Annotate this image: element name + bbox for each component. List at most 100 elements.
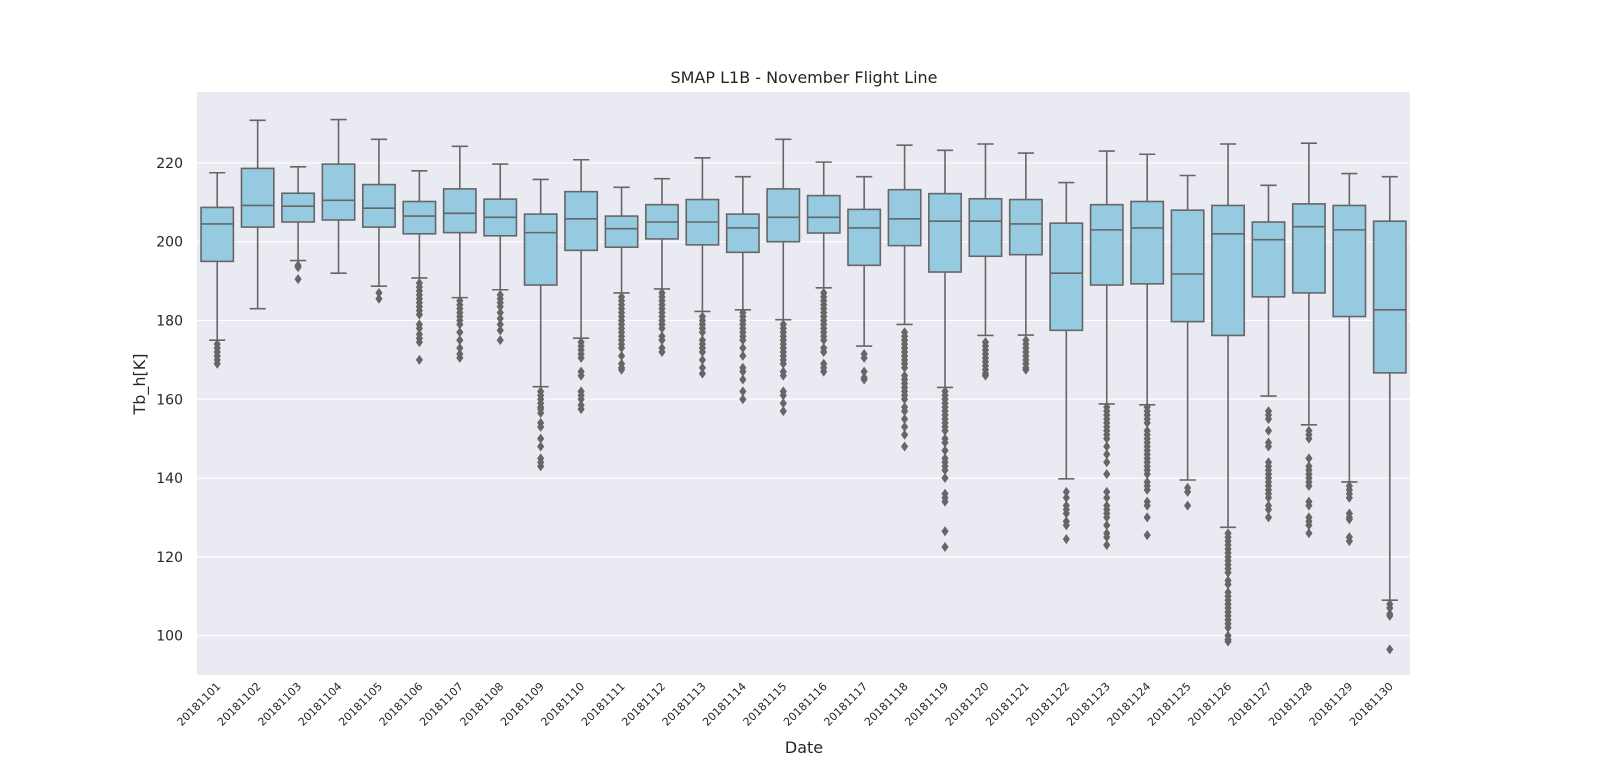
iqr-box: [200, 206, 235, 263]
iqr-box: [281, 192, 316, 223]
outlier-point: [294, 262, 302, 273]
iqr-box: [806, 194, 841, 234]
outlier-point: [456, 319, 464, 330]
outlier-point: [1264, 512, 1273, 523]
outlier-point: [496, 325, 504, 336]
outlier-point: [1305, 480, 1313, 491]
outlier-point: [698, 354, 707, 365]
y-tick-label: 200: [156, 235, 183, 251]
outlier-point: [415, 354, 423, 365]
outlier-point: [900, 429, 909, 440]
iqr-box: [604, 215, 639, 249]
outlier-point: [941, 526, 949, 537]
outlier-point: [941, 465, 949, 476]
outlier-point: [1103, 449, 1111, 460]
outlier-point: [1062, 508, 1070, 519]
box-20181125: [1170, 174, 1205, 511]
outlier-point: [658, 323, 666, 334]
box-20181103: [281, 166, 316, 285]
outlier-point: [496, 307, 504, 318]
box-20181126: [1211, 143, 1246, 647]
box-20181114: [725, 175, 760, 405]
iqr-box: [1170, 209, 1205, 323]
y-axis-label: Tb_h[K]: [130, 353, 150, 415]
iqr-box: [1049, 222, 1084, 332]
outlier-point: [820, 366, 828, 377]
outlier-point: [779, 390, 787, 401]
outlier-point: [496, 319, 504, 330]
iqr-box: [564, 190, 599, 252]
box-20181110: [564, 158, 599, 415]
box-20181101: [200, 171, 235, 369]
box-20181108: [483, 163, 518, 346]
outlier-point: [1143, 484, 1151, 495]
outlier-point: [1103, 486, 1111, 497]
x-tick-label: 20181130: [1347, 680, 1396, 729]
outlier-point: [1305, 453, 1313, 464]
y-tick-label: 180: [156, 313, 183, 329]
outlier-point: [860, 352, 868, 363]
box-20181112: [645, 177, 679, 357]
outlier-point: [1305, 520, 1313, 531]
outlier-point: [294, 274, 302, 285]
outlier-point: [779, 406, 787, 417]
box-20181118: [887, 144, 922, 452]
outlier-point: [941, 425, 949, 436]
box-20181107: [442, 145, 477, 363]
outlier-point: [941, 445, 949, 456]
outlier-point: [1103, 532, 1111, 543]
outlier-point: [1062, 520, 1070, 531]
outlier-point: [739, 366, 747, 377]
y-tick-label: 100: [156, 629, 183, 645]
outlier-point: [1264, 441, 1273, 452]
outlier-point: [496, 335, 504, 346]
outlier-point: [1264, 492, 1273, 503]
outlier-point: [1224, 636, 1232, 647]
outlier-point: [577, 394, 585, 405]
box-20181106: [402, 169, 437, 365]
outlier-point: [577, 352, 585, 363]
box-20181116: [806, 161, 841, 377]
iqr-box: [766, 188, 801, 243]
outlier-point: [941, 541, 949, 552]
outlier-point: [739, 374, 747, 385]
outlier-point: [860, 366, 868, 377]
y-tick-label: 140: [156, 471, 183, 487]
outlier-point: [739, 350, 747, 361]
outlier-point: [1264, 504, 1273, 515]
outlier-point: [1264, 413, 1273, 424]
outlier-point: [1224, 567, 1232, 578]
outlier-point: [456, 343, 464, 354]
outlier-point: [779, 358, 787, 369]
outlier-point: [577, 404, 585, 415]
outlier-point: [1062, 486, 1070, 497]
outlier-point: [1345, 536, 1353, 547]
outlier-point: [779, 398, 787, 409]
chart-title: SMAP L1B - November Flight Line: [670, 68, 937, 87]
outlier-point: [1143, 469, 1151, 480]
outlier-point: [1062, 492, 1070, 503]
outlier-point: [1103, 441, 1111, 452]
outlier-point: [1143, 530, 1151, 541]
box-20181122: [1049, 181, 1084, 545]
outlier-point: [617, 343, 626, 354]
box-20181111: [604, 186, 639, 375]
y-tick-label: 220: [156, 156, 183, 172]
iqr-box: [1332, 204, 1367, 318]
iqr-box: [361, 183, 396, 228]
outlier-point: [496, 313, 504, 324]
outlier-point: [1103, 520, 1111, 531]
outlier-point: [779, 370, 787, 381]
outlier-point: [1305, 433, 1313, 444]
iqr-box: [240, 167, 275, 228]
outlier-point: [577, 370, 585, 381]
box-20181130: [1372, 175, 1407, 655]
outlier-point: [213, 358, 221, 369]
outlier-point: [375, 287, 383, 298]
outlier-point: [1264, 425, 1273, 436]
outlier-point: [739, 394, 747, 405]
box-20181115: [766, 138, 801, 417]
iqr-box: [1089, 203, 1124, 286]
outlier-point: [698, 346, 707, 357]
outlier-point: [1184, 486, 1192, 497]
